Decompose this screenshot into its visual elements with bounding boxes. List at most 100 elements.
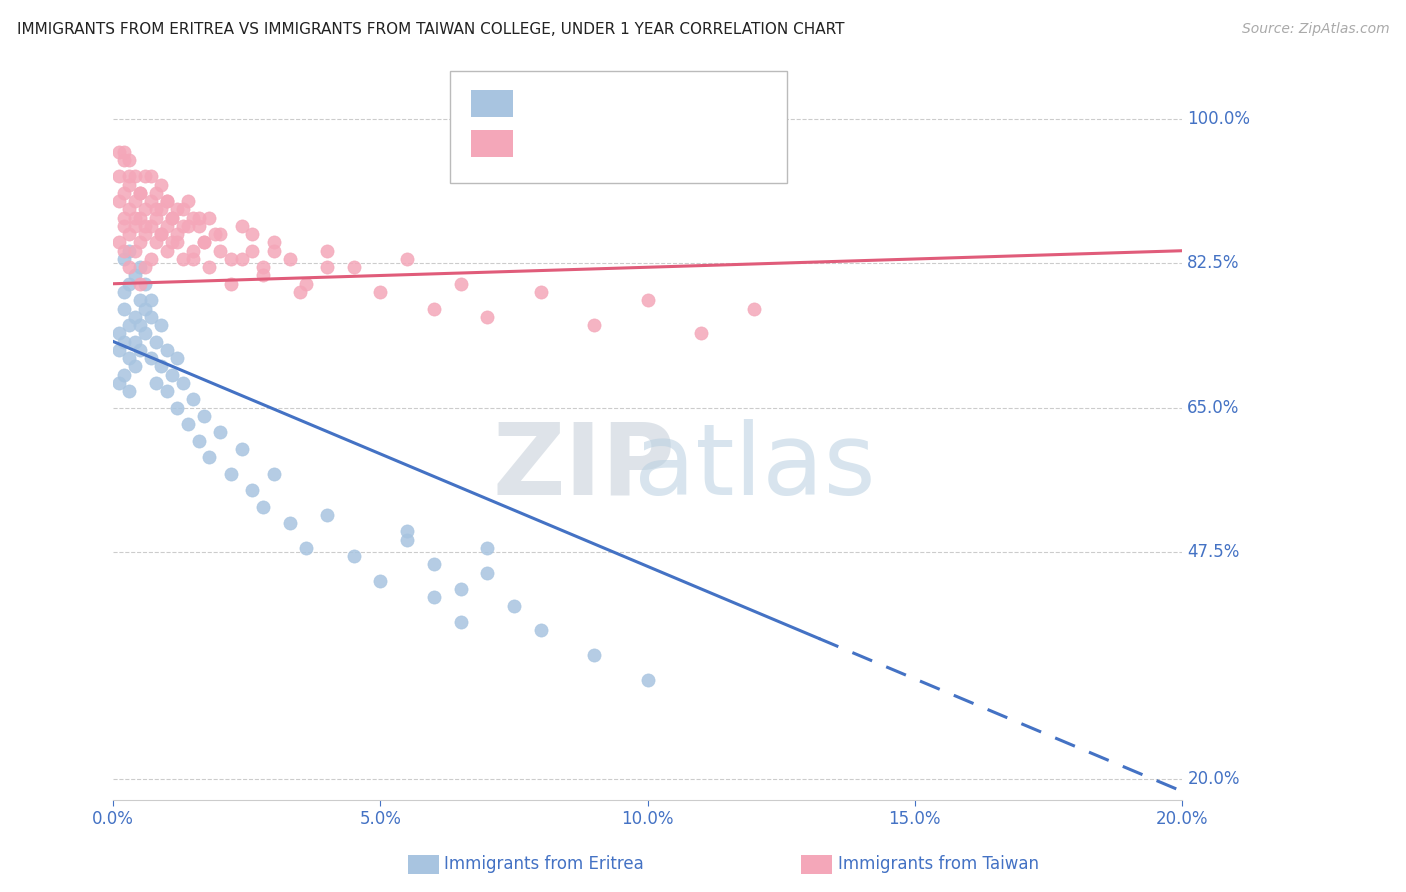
Point xyxy=(503,599,526,613)
Point xyxy=(198,450,221,464)
Point xyxy=(183,244,205,258)
Point xyxy=(231,252,253,266)
Point xyxy=(107,145,129,159)
Point xyxy=(145,186,167,200)
Point xyxy=(134,260,156,275)
Point xyxy=(231,442,253,456)
Point xyxy=(530,624,553,638)
Text: Immigrants from Taiwan: Immigrants from Taiwan xyxy=(838,855,1039,873)
Point xyxy=(124,244,146,258)
Point xyxy=(134,277,156,291)
Point xyxy=(294,277,316,291)
Point xyxy=(530,285,553,299)
Point xyxy=(396,524,419,539)
Point xyxy=(231,219,253,233)
Point xyxy=(240,227,263,242)
Point xyxy=(690,326,713,341)
Point xyxy=(107,343,129,357)
Point xyxy=(156,343,179,357)
Point xyxy=(139,310,162,324)
Point xyxy=(183,252,205,266)
Point xyxy=(118,318,141,332)
Point xyxy=(129,318,152,332)
Point xyxy=(124,194,146,209)
Point xyxy=(187,434,209,448)
Point xyxy=(637,673,659,687)
Point xyxy=(118,351,141,365)
Point xyxy=(124,359,146,374)
Point xyxy=(209,425,232,440)
Point xyxy=(177,194,200,209)
Point xyxy=(150,178,173,192)
Point xyxy=(129,211,152,225)
Point xyxy=(118,277,141,291)
Point xyxy=(129,186,152,200)
Point xyxy=(112,285,135,299)
Point xyxy=(124,268,146,283)
Point xyxy=(343,260,366,275)
Point xyxy=(139,219,162,233)
Point xyxy=(139,351,162,365)
Point xyxy=(204,227,226,242)
Text: R =: R = xyxy=(524,94,555,112)
Text: 20.0%: 20.0% xyxy=(1187,770,1240,788)
Point xyxy=(150,202,173,217)
Point xyxy=(396,533,419,547)
Point xyxy=(112,368,135,382)
Point xyxy=(160,235,183,250)
Point xyxy=(107,235,129,250)
Point xyxy=(172,219,194,233)
Point xyxy=(166,351,188,365)
Point xyxy=(450,615,472,629)
Text: 47.5%: 47.5% xyxy=(1187,543,1240,561)
Point xyxy=(118,178,141,192)
Point xyxy=(145,376,167,390)
Point xyxy=(150,318,173,332)
Point xyxy=(744,301,766,316)
Point xyxy=(112,244,135,258)
Point xyxy=(160,211,183,225)
Point xyxy=(423,558,446,572)
Point xyxy=(112,252,135,266)
Text: N =: N = xyxy=(657,94,688,112)
Point xyxy=(129,186,152,200)
Point xyxy=(150,227,173,242)
Point xyxy=(423,591,446,605)
Point xyxy=(118,244,141,258)
Point xyxy=(134,301,156,316)
Point xyxy=(134,227,156,242)
Point xyxy=(450,277,472,291)
Point xyxy=(198,260,221,275)
Point xyxy=(583,318,606,332)
Point xyxy=(177,219,200,233)
Point xyxy=(112,334,135,349)
Point xyxy=(129,343,152,357)
Point xyxy=(166,202,188,217)
Point xyxy=(290,285,312,299)
Point xyxy=(172,376,194,390)
Point xyxy=(145,202,167,217)
Point xyxy=(118,260,141,275)
Point xyxy=(118,202,141,217)
Point xyxy=(177,417,200,431)
Point xyxy=(209,244,232,258)
Point xyxy=(139,169,162,184)
Point xyxy=(219,252,242,266)
Point xyxy=(370,285,392,299)
Point xyxy=(252,500,274,514)
Text: 82.5%: 82.5% xyxy=(1187,254,1240,272)
Point xyxy=(263,244,285,258)
Point xyxy=(134,169,156,184)
Point xyxy=(198,211,221,225)
Point xyxy=(240,244,263,258)
Point xyxy=(209,227,232,242)
Point xyxy=(370,574,392,588)
Point xyxy=(252,268,274,283)
Text: N =: N = xyxy=(657,134,688,152)
Text: Source: ZipAtlas.com: Source: ZipAtlas.com xyxy=(1241,22,1389,37)
Point xyxy=(172,202,194,217)
Text: 65: 65 xyxy=(703,94,728,112)
Point xyxy=(187,211,209,225)
Point xyxy=(124,211,146,225)
Point xyxy=(124,169,146,184)
